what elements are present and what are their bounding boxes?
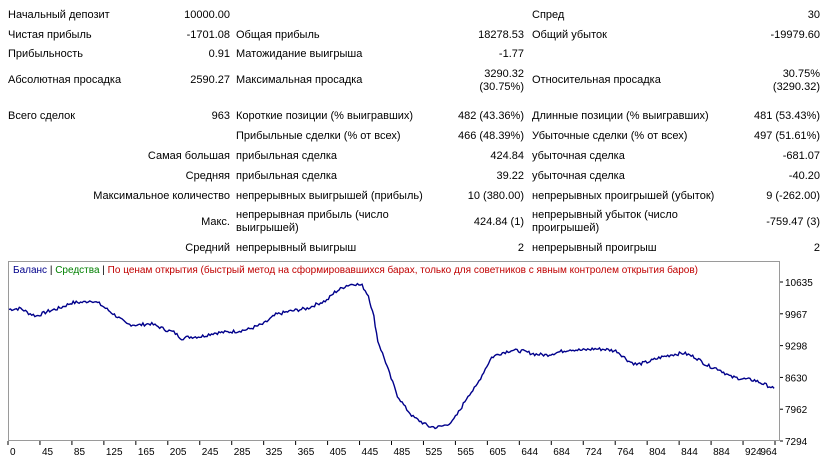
max-consecutive-wins-value: 10 (380.00) — [467, 190, 524, 202]
largest-profit-value: 424.84 — [490, 150, 524, 162]
x-tick-label: 405 — [330, 447, 347, 458]
max-consec-profit-label: непрерывная прибыль (число выигрышей) — [236, 209, 389, 234]
max-consecutive-label: Максимальное количество — [93, 190, 230, 202]
avg-consecutive-losses-label: непрерывный проигрыш — [532, 242, 657, 254]
x-tick-label: 285 — [234, 447, 251, 458]
max-consecutive-wins-label: непрерывных выигрышей (прибыль) — [236, 190, 423, 202]
legend-note: По ценам открытия (быстрый метод на сфор… — [107, 265, 698, 276]
profit-factor-label: Прибыльность — [8, 48, 83, 60]
expected-payoff-label: Матожидание выигрыша — [236, 48, 363, 60]
x-tick-label: 85 — [74, 447, 86, 458]
rel-drawdown-amount: (3290.32) — [772, 81, 820, 93]
x-tick-label: 964 — [760, 447, 777, 458]
y-tick-label: 7962 — [785, 405, 808, 416]
loss-trades-label: Убыточные сделки (% от всех) — [532, 130, 688, 142]
y-tick-label: 9967 — [785, 310, 808, 321]
x-tick-label: 844 — [681, 447, 698, 458]
spread-label: Спред — [532, 9, 565, 21]
abs-drawdown-label: Абсолютная просадка — [8, 74, 122, 86]
long-positions-value: 481 (53.43%) — [753, 110, 820, 122]
y-tick-label: 7294 — [785, 437, 808, 448]
average-profit-value: 39.22 — [496, 170, 524, 182]
gross-loss-value: -19979.60 — [770, 29, 820, 41]
x-tick-label: 884 — [713, 447, 730, 458]
x-tick-label: 565 — [457, 447, 474, 458]
long-positions-label: Длинные позиции (% выигравших) — [532, 110, 709, 122]
max-drawdown-value: 3290.32 — [484, 68, 524, 80]
x-tick-label: 605 — [489, 447, 506, 458]
max-drawdown-label: Максимальная просадка — [236, 74, 363, 86]
x-tick-label: 684 — [553, 447, 570, 458]
max-consecutive-losses-label: непрерывных проигрышей (убыток) — [532, 190, 715, 202]
legend-equity: Средства — [55, 265, 100, 276]
x-tick-label: 445 — [362, 447, 379, 458]
avg-consecutive-wins-value: 2 — [517, 242, 524, 254]
short-positions-value: 482 (43.36%) — [457, 110, 524, 122]
max-consec-amount-label: Макс. — [201, 216, 230, 228]
legend-balance: Баланс — [13, 265, 48, 276]
total-trades-label: Всего сделок — [8, 110, 76, 122]
short-positions-label: Короткие позиции (% выигравших) — [236, 110, 414, 122]
x-tick-label: 45 — [42, 447, 54, 458]
balance-line — [8, 282, 775, 430]
gross-profit-value: 18278.53 — [478, 29, 524, 41]
initial-deposit-value: 10000.00 — [184, 9, 230, 21]
gross-profit-label: Общая прибыль — [236, 29, 320, 41]
largest-profit-label: прибыльная сделка — [236, 150, 338, 162]
profit-factor-value: 0.91 — [208, 48, 230, 60]
balance-chart-frame: Баланс | Средства | По ценам открытия (б… — [8, 261, 780, 441]
x-tick-label: 485 — [394, 447, 411, 458]
spread-value: 30 — [807, 9, 820, 21]
x-tick-label: 205 — [170, 447, 187, 458]
y-tick-label: 9298 — [785, 342, 808, 353]
max-consec-profit-value: 424.84 (1) — [473, 216, 524, 228]
x-tick-label: 525 — [425, 447, 442, 458]
legend-separator: | — [47, 265, 56, 276]
x-tick-label: 724 — [585, 447, 602, 458]
loss-trades-value: 497 (51.61%) — [753, 130, 820, 142]
x-tick-label: 325 — [266, 447, 283, 458]
x-tick-label: 764 — [617, 447, 634, 458]
rel-drawdown-value: 30.75% — [782, 68, 820, 80]
x-tick-label: 804 — [649, 447, 666, 458]
x-tick-label: 245 — [202, 447, 219, 458]
chart-legend: Баланс | Средства | По ценам открытия (б… — [13, 265, 698, 276]
legend-separator: | — [99, 265, 108, 276]
max-consec-loss-label: непрерывный убыток (число проигрышей) — [532, 209, 678, 234]
avg-consecutive-label: Средний — [185, 242, 230, 254]
avg-consecutive-wins-label: непрерывный выигрыш — [236, 242, 357, 254]
x-tick-label: 125 — [106, 447, 123, 458]
net-profit-label: Чистая прибыль — [8, 29, 92, 41]
largest-loss-label: убыточная сделка — [532, 150, 625, 162]
largest-label: Самая большая — [147, 150, 230, 162]
max-drawdown-percent: (30.75%) — [479, 81, 524, 93]
max-consec-loss-value: -759.47 (3) — [766, 216, 820, 228]
initial-deposit-label: Начальный депозит — [8, 9, 110, 21]
avg-consecutive-losses-value: 2 — [813, 242, 820, 254]
largest-loss-value: -681.07 — [782, 150, 820, 162]
average-profit-label: прибыльная сделка — [236, 170, 338, 182]
x-tick-label: 644 — [521, 447, 538, 458]
rel-drawdown-label: Относительная просадка — [532, 74, 661, 86]
x-tick-label: 924 — [745, 447, 762, 458]
abs-drawdown-value: 2590.27 — [190, 74, 230, 86]
x-tick-label: 365 — [298, 447, 315, 458]
expected-payoff-value: -1.77 — [498, 48, 524, 60]
profit-trades-label: Прибыльные сделки (% от всех) — [236, 130, 401, 142]
average-loss-value: -40.20 — [788, 170, 820, 182]
total-trades-value: 963 — [211, 110, 230, 122]
average-label: Средняя — [185, 170, 230, 182]
y-tick-label: 10635 — [785, 278, 813, 289]
average-loss-label: убыточная сделка — [532, 170, 625, 182]
report-summary: Начальный депозит 10000.00 Спред 30 Чист… — [8, 9, 820, 254]
net-profit-value: -1701.08 — [186, 29, 230, 41]
x-tick-label: 165 — [138, 447, 155, 458]
gross-loss-label: Общий убыток — [532, 29, 607, 41]
y-tick-label: 8630 — [785, 373, 808, 384]
profit-trades-value: 466 (48.39%) — [457, 130, 524, 142]
x-tick-label: 0 — [10, 447, 16, 458]
max-consecutive-losses-value: 9 (-262.00) — [766, 190, 820, 202]
